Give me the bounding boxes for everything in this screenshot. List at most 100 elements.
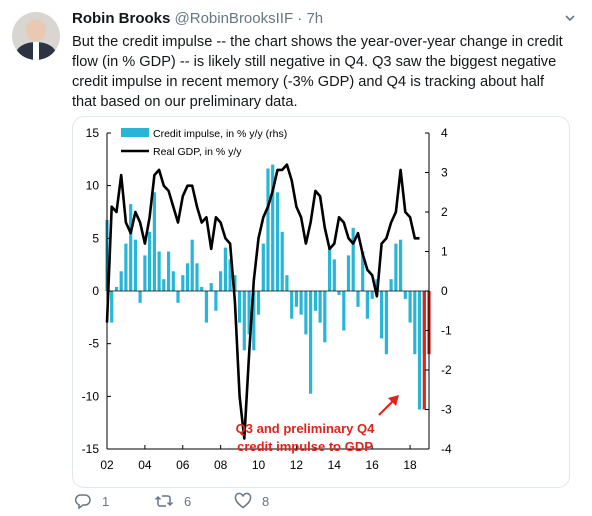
credit-impulse-bar [171,271,175,292]
credit-impulse-bar [214,291,218,311]
x-tick-label: 06 [176,458,190,472]
credit-impulse-bar [195,263,199,291]
credit-impulse-bar [309,291,313,394]
credit-impulse-bar [280,231,284,292]
credit-impulse-bar [384,291,388,355]
right-tick-label: -1 [441,324,452,338]
like-count: 8 [262,493,270,509]
credit-impulse-bar [271,164,275,291]
credit-impulse-bar [417,291,422,410]
x-tick-label: 16 [365,458,379,472]
x-tick-label: 12 [290,458,304,472]
credit-impulse-bar [299,291,303,315]
user-handle[interactable]: @RobinBrooksIIF [174,10,294,27]
credit-impulse-bar [370,291,374,299]
heart-icon [234,492,252,509]
x-tick-label: 04 [138,458,152,472]
credit-impulse-bar [256,291,261,315]
right-tick-label: 0 [441,284,448,298]
credit-impulse-bar [328,247,332,291]
x-tick-label: 10 [252,458,266,472]
credit-impulse-bar [148,231,152,292]
credit-impulse-bar [133,239,137,291]
x-tick-label: 14 [328,458,342,472]
right-tick-label: 4 [441,126,448,140]
credit-impulse-bar [413,291,417,355]
chevron-down-icon[interactable] [564,12,576,24]
line-layer [105,163,420,440]
credit-impulse-bar [342,291,346,331]
credit-impulse-bar [275,192,280,292]
highlight-bar [422,291,426,410]
reply-count: 1 [102,493,110,509]
chart-card[interactable]: 15 10 5 0 -5 -10 -15 4 3 2 1 0 -1 -2 -3 -4 02 04 06 08 10 12 1… [72,116,570,488]
display-name[interactable]: Robin Brooks [72,10,171,27]
real-gdp-line [105,163,420,440]
tweet-header: Robin Brooks @RobinBrooksIIF · 7h [72,10,323,27]
credit-impulse-bar [228,259,232,291]
credit-impulse-bar [266,168,270,291]
left-tick-label: 5 [92,231,99,245]
credit-impulse-bar [346,255,351,291]
credit-impulse-bar [138,291,142,303]
credit-impulse-bar [233,275,237,291]
credit-impulse-bar [114,287,119,291]
credit-impulse-bar [119,271,123,292]
credit-impulse-bar [129,204,133,291]
legend-swatch-credit [121,128,149,137]
left-tick-label: -15 [82,442,100,456]
credit-impulse-bar [290,291,294,319]
credit-impulse-bar [337,291,341,295]
reply-icon [74,494,91,510]
credit-impulse-bar [356,291,360,307]
like-button[interactable]: 8 [234,490,269,512]
credit-impulse-bar [399,239,403,291]
credit-impulse-bar [261,243,265,291]
credit-impulse-bar [285,275,289,291]
legend-label-gdp: Real GDP, in % y/y [153,146,242,158]
credit-impulse-bar [152,192,156,292]
retweet-icon [154,495,174,507]
credit-impulse-bar [408,291,412,323]
credit-impulse-bar [403,291,407,299]
credit-impulse-bar [252,291,256,351]
avatar[interactable] [12,12,60,60]
credit-impulse-bar [242,291,246,351]
right-tick-label: 3 [441,166,448,180]
legend-label-credit: Credit impulse, in % y/y (rhs) [153,128,287,140]
credit-impulse-bar [247,291,251,335]
credit-impulse-bar [124,243,128,291]
credit-impulse-bar [162,279,166,291]
right-tick-label: -4 [441,442,452,456]
left-tick-label: 0 [92,284,99,298]
credit-impulse-bar [190,239,194,291]
timestamp[interactable]: 7h [306,10,324,27]
annotation-text: Q3 and preliminary Q4 [236,421,375,436]
credit-impulse-bar [167,251,171,291]
legend-layer: Credit impulse, in % y/y (rhs) Real GDP, … [121,128,287,158]
credit-impulse-bar [389,279,393,291]
right-tick-label: 2 [441,205,448,219]
credit-impulse-bar [365,291,369,319]
credit-impulse-bar [143,255,147,291]
x-tick-label: 08 [214,458,228,472]
left-tick-label: 15 [86,126,100,140]
avatar-head [26,19,46,41]
annotation-layer: Q3 and preliminary Q4 credit impulse to G… [236,395,399,454]
reply-button[interactable]: 1 [74,490,109,512]
credit-impulse-bar [219,271,223,292]
credit-impulse-bar [209,283,213,291]
right-tick-label: 1 [441,245,448,259]
retweet-button[interactable]: 6 [154,490,191,512]
annotation-text: credit impulse to GDP [237,439,373,454]
tweet-text: But the credit impulse -- the chart show… [72,34,563,110]
annotation-arrow-head [388,395,399,406]
credit-impulse-bar [313,291,317,311]
credit-impulse-bar [380,291,384,339]
x-tick-label: 18 [403,458,417,472]
left-tick-label: -10 [82,389,100,403]
credit-impulse-bar [176,291,180,303]
